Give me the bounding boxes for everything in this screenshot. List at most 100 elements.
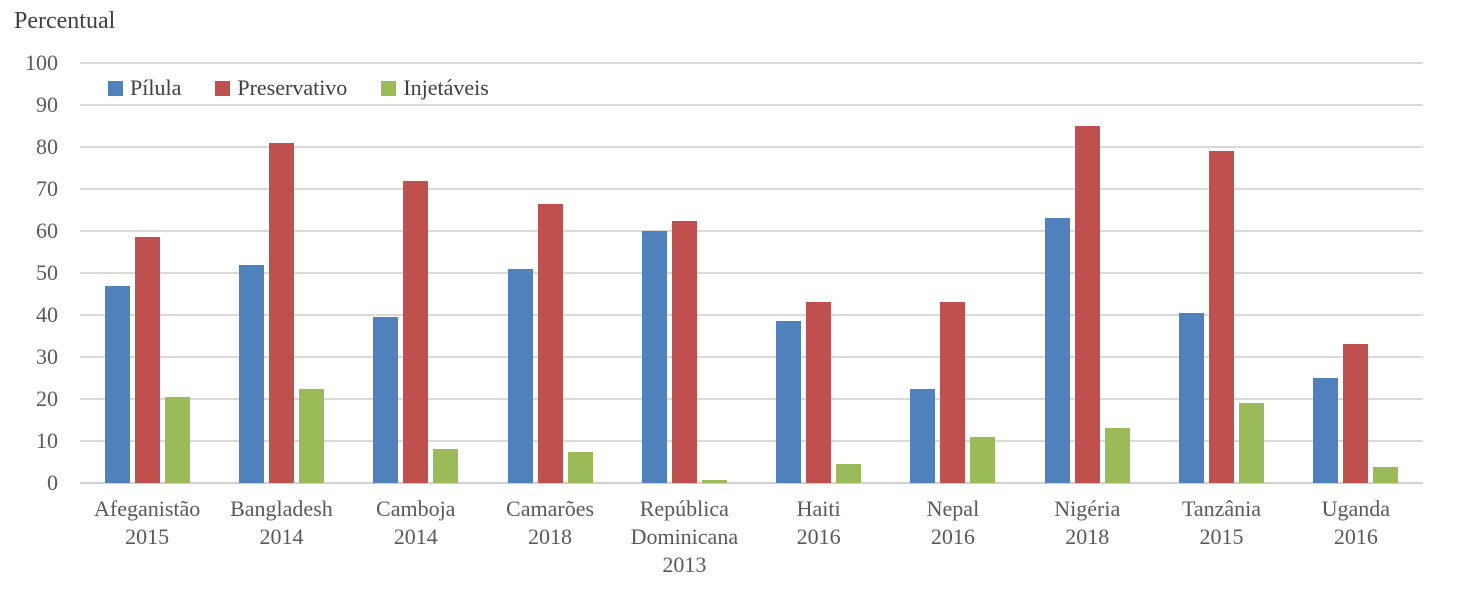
legend-swatch-icon [381,80,397,96]
gridline-40 [80,314,1423,316]
bar [1373,467,1399,483]
bar [940,302,966,483]
y-tick-label-90: 90 [36,92,58,117]
gridline-0 [80,482,1423,484]
x-category-label: Tanzânia 2015 [1154,495,1288,579]
category-year: 2016 [930,524,975,549]
bar [641,231,667,483]
y-tick-label-0: 0 [47,470,58,495]
bar [1074,126,1100,483]
gridline-70 [80,188,1423,190]
y-tick-label-50: 50 [36,260,58,285]
bar [701,480,727,483]
legend-label: Injetáveis [403,75,489,100]
category-name: Afeganistão [94,496,201,521]
category-year: 2016 [796,524,841,549]
gridline-80 [80,146,1423,148]
bar-group [483,63,617,483]
bar [403,180,429,483]
bar [433,449,459,483]
bar [134,237,160,483]
bar [806,302,832,483]
category-name: Camarões [506,496,595,521]
bar [910,388,936,483]
bar-group [617,63,751,483]
bar [1179,312,1205,483]
category-year: 2014 [259,524,304,549]
category-year: 2015 [1199,524,1244,549]
bar [1044,218,1070,483]
category-year: 2013 [662,552,707,577]
bar-group [214,63,348,483]
category-name: Nigéria [1054,496,1121,521]
bar [537,203,563,483]
x-category-label: Afeganistão 2015 [80,495,214,579]
legend-swatch-icon [215,80,231,96]
category-name: Camboja [376,496,456,521]
bar [567,451,593,483]
bar [970,436,996,483]
category-year: 2015 [125,524,170,549]
bar [776,321,802,483]
bar [1104,428,1130,483]
gridline-90 [80,104,1423,106]
x-category-label: Camboja 2014 [349,495,483,579]
y-tick-label-60: 60 [36,218,58,243]
y-tick-label-20: 20 [36,386,58,411]
bar-group [349,63,483,483]
bar [671,220,697,483]
bar-group [1289,63,1423,483]
gridline-50 [80,272,1423,274]
x-category-label: Nepal 2016 [886,495,1020,579]
y-tick-label-80: 80 [36,134,58,159]
bar [836,464,862,483]
category-year: 2016 [1333,524,1378,549]
legend-label: Preservativo [237,75,348,100]
gridline-100 [80,62,1423,64]
bar-group [1020,63,1154,483]
bar-group [886,63,1020,483]
category-year: 2018 [528,524,573,549]
bar [238,264,264,483]
bar [268,142,294,483]
bar [1209,151,1235,483]
category-name: República Dominicana [630,496,739,549]
bar [298,388,324,483]
x-category-label: Haiti 2016 [751,495,885,579]
y-tick-label-70: 70 [36,176,58,201]
gridline-10 [80,440,1423,442]
category-name: Tanzânia [1181,496,1262,521]
y-tick-label-100: 100 [25,50,58,75]
gridline-20 [80,398,1423,400]
y-tick-label-10: 10 [36,428,58,453]
legend-swatch-icon [108,80,123,96]
legend-label: Pílula [130,75,182,100]
category-name: Nepal [926,496,980,521]
y-tick-label-30: 30 [36,344,58,369]
bar-group [752,63,886,483]
category-year: 2014 [393,524,438,549]
bar [1343,344,1369,483]
y-axis-title: Percentual [14,8,116,34]
x-axis-category-labels: Afeganistão 2015 Bangladesh 2014 Camboja 2014… [80,495,1423,579]
category-name: Uganda [1321,496,1391,521]
plot-area: Pílula Preservativo Injetáveis [80,62,1423,484]
legend-item-1: Pílula [108,75,181,101]
x-category-label: Camarões 2018 [483,495,617,579]
legend: Pílula Preservativo Injetáveis [108,75,489,101]
category-name: Haiti [796,496,841,521]
category-year: 2018 [1065,524,1110,549]
gridline-60 [80,230,1423,232]
category-name: Bangladesh [230,496,333,521]
bar-group [80,63,214,483]
x-category-label: Nigéria 2018 [1020,495,1154,579]
bar-group [1154,63,1288,483]
gridline-30 [80,356,1423,358]
y-tick-label-40: 40 [36,302,58,327]
bar [1239,403,1265,483]
legend-item-2: Preservativo [215,75,347,101]
bar [507,268,533,483]
x-category-label: República Dominicana 2013 [617,495,751,579]
x-category-label: Bangladesh 2014 [214,495,348,579]
